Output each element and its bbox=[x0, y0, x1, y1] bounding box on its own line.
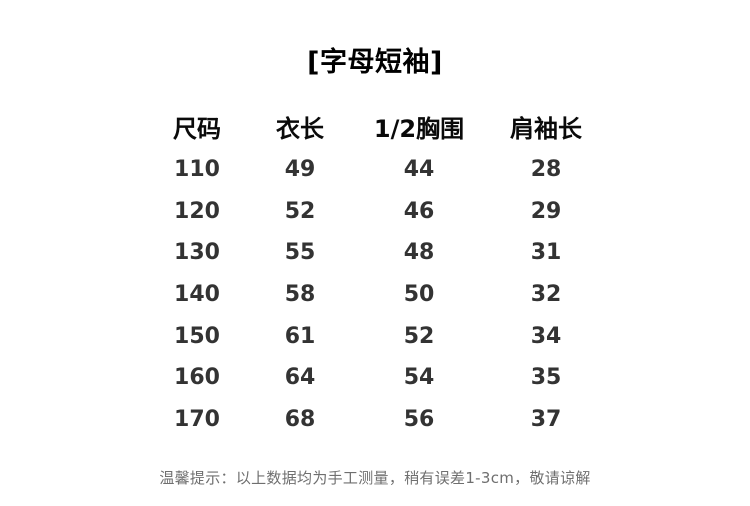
table-row: 170 68 56 37 bbox=[145, 399, 605, 441]
measurement-disclaimer: 温馨提示：以上数据均为手工测量，稍有误差1-3cm，敬请谅解 bbox=[159, 469, 591, 488]
table-cell: 37 bbox=[530, 406, 562, 432]
header-size: 尺码 bbox=[173, 114, 221, 143]
table-row: 120 52 46 29 bbox=[145, 191, 605, 233]
table-cell: 170 bbox=[174, 406, 220, 432]
header-garment-length: 衣长 bbox=[276, 114, 324, 143]
table-row: 150 61 52 34 bbox=[145, 315, 605, 357]
table-cell: 52 bbox=[403, 323, 435, 349]
table-row: 130 55 48 31 bbox=[145, 232, 605, 274]
table-cell: 56 bbox=[403, 406, 435, 432]
table-cell: 52 bbox=[284, 198, 316, 224]
table-cell: 34 bbox=[530, 323, 562, 349]
table-cell: 32 bbox=[530, 282, 562, 308]
table-cell: 55 bbox=[284, 240, 316, 266]
table-cell: 110 bbox=[174, 157, 220, 183]
table-cell: 68 bbox=[284, 406, 316, 432]
table-cell: 46 bbox=[403, 198, 435, 224]
size-table: 尺码 衣长 1/2胸围 肩袖长 110 49 44 28 120 52 46 2… bbox=[145, 103, 605, 440]
table-row: 110 49 44 28 bbox=[145, 149, 605, 191]
table-cell: 61 bbox=[284, 323, 316, 349]
page-title: [字母短袖] bbox=[307, 47, 443, 78]
table-cell: 130 bbox=[174, 240, 220, 266]
table-cell: 64 bbox=[284, 365, 316, 391]
table-cell: 160 bbox=[174, 365, 220, 391]
table-cell: 54 bbox=[403, 365, 435, 391]
table-cell: 49 bbox=[284, 157, 316, 183]
table-cell: 50 bbox=[403, 282, 435, 308]
table-cell: 58 bbox=[284, 282, 316, 308]
table-cell: 150 bbox=[174, 323, 220, 349]
table-cell: 120 bbox=[174, 198, 220, 224]
table-cell: 140 bbox=[174, 282, 220, 308]
table-cell: 35 bbox=[530, 365, 562, 391]
header-shoulder-sleeve-length: 肩袖长 bbox=[510, 114, 582, 143]
table-header-row: 尺码 衣长 1/2胸围 肩袖长 bbox=[145, 103, 605, 149]
header-half-chest: 1/2胸围 bbox=[373, 114, 465, 143]
table-cell: 48 bbox=[403, 240, 435, 266]
table-cell: 28 bbox=[530, 157, 562, 183]
table-cell: 29 bbox=[530, 198, 562, 224]
table-row: 140 58 50 32 bbox=[145, 274, 605, 316]
table-cell: 31 bbox=[530, 240, 562, 266]
table-cell: 44 bbox=[403, 157, 435, 183]
table-row: 160 64 54 35 bbox=[145, 357, 605, 399]
